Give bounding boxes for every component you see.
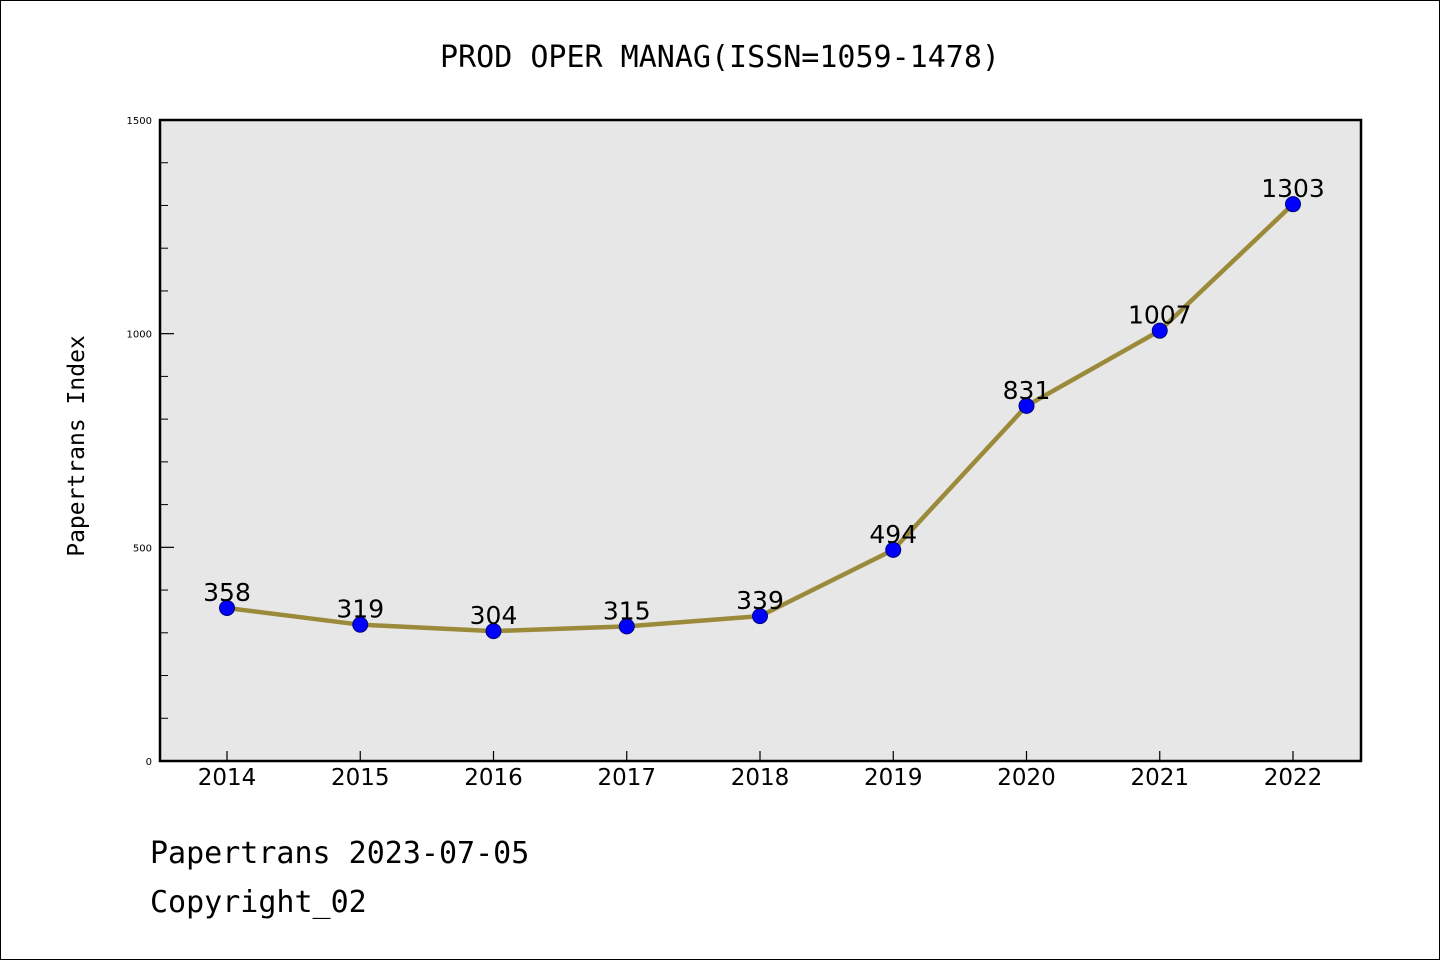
x-tick-label: 2019 — [864, 765, 923, 791]
data-point — [219, 600, 235, 617]
chart-title: PROD OPER MANAG(ISSN=1059-1478) — [440, 40, 1000, 75]
y-tick-label: 500 — [133, 543, 152, 554]
y-tick-label: 0 — [146, 757, 152, 768]
data-point — [352, 616, 369, 633]
data-label: 494 — [869, 520, 917, 549]
data-label: 1303 — [1261, 174, 1325, 203]
data-label: 1007 — [1128, 301, 1192, 330]
footer-copyright: Copyright_02 — [150, 885, 367, 920]
data-point — [485, 623, 502, 640]
y-axis-label: Papertrans Index — [64, 335, 90, 557]
data-point — [618, 618, 635, 635]
axis-ticks: 0 500 1000 1500 2014 2015 2016 2017 2018 2019 2020… — [127, 116, 1323, 791]
x-tick-label: 2022 — [1264, 765, 1323, 791]
x-tick-label: 2017 — [597, 765, 656, 791]
x-tick-label: 2021 — [1130, 765, 1189, 791]
y-tick-label: 1500 — [127, 116, 152, 127]
data-label: 358 — [203, 578, 251, 607]
x-tick-label: 2016 — [464, 765, 523, 791]
data-point — [752, 608, 768, 625]
data-label: 319 — [336, 595, 384, 624]
data-point — [1151, 322, 1168, 339]
y-tick-label: 1000 — [127, 330, 152, 341]
data-label: 315 — [603, 596, 651, 625]
x-tick-label: 2015 — [331, 765, 390, 791]
plot-area — [160, 120, 1361, 761]
x-tick-label: 2020 — [997, 765, 1056, 791]
plot-border — [158, 118, 1363, 763]
x-tick-label: 2018 — [731, 765, 790, 791]
x-tick-label: 2014 — [198, 765, 257, 791]
data-label: 304 — [470, 601, 518, 630]
data-markers — [219, 196, 1301, 640]
data-point — [1018, 397, 1035, 414]
footer-source-date: Papertrans 2023-07-05 — [150, 836, 530, 871]
data-label: 339 — [736, 586, 784, 615]
data-point — [885, 541, 902, 558]
data-point — [1285, 196, 1301, 213]
data-labels: 358 319 304 315 339 494 831 1007 1303 — [203, 174, 1325, 630]
data-label: 831 — [1003, 376, 1051, 405]
